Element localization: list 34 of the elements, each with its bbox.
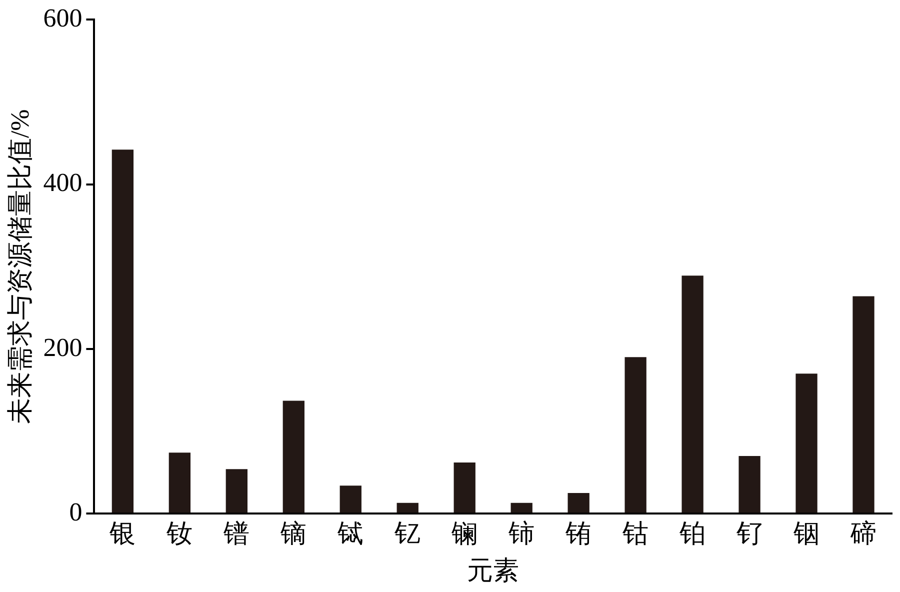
bar — [624, 357, 646, 513]
y-axis-title: 未来需求与资源储量比值/% — [5, 109, 34, 424]
bar — [340, 486, 362, 513]
x-tick-label: 钇 — [394, 519, 421, 548]
x-tick-label: 镝 — [280, 519, 307, 548]
x-tick-label: 铈 — [508, 519, 535, 548]
x-tick-label: 镧 — [450, 519, 478, 548]
bar — [852, 296, 874, 513]
bar — [796, 374, 818, 513]
y-tick-label: 600 — [43, 3, 82, 32]
x-tick-label: 铂 — [678, 519, 706, 548]
bar — [510, 502, 532, 513]
x-tick-label: 铽 — [336, 519, 364, 548]
x-tick-label: 镨 — [222, 519, 250, 548]
y-tick-label: 200 — [43, 332, 82, 362]
x-tick-label: 碲 — [850, 519, 877, 548]
bar — [112, 150, 134, 513]
bar — [568, 493, 590, 513]
x-tick-label: 银 — [108, 519, 136, 548]
bar — [682, 276, 704, 513]
y-tick-label: 400 — [43, 168, 82, 198]
bar — [396, 502, 418, 513]
bar — [738, 456, 760, 513]
x-tick-label: 铕 — [564, 519, 592, 548]
x-tick-label: 钌 — [736, 519, 763, 548]
x-tick-label: 钕 — [166, 519, 193, 548]
bar — [226, 469, 248, 513]
x-axis-title: 元素 — [467, 556, 520, 586]
bar — [282, 400, 304, 513]
y-tick-label: 0 — [69, 497, 82, 526]
bar — [454, 462, 476, 513]
x-tick-label: 钴 — [622, 519, 649, 548]
bar — [168, 452, 191, 513]
x-tick-label: 铟 — [792, 519, 820, 548]
